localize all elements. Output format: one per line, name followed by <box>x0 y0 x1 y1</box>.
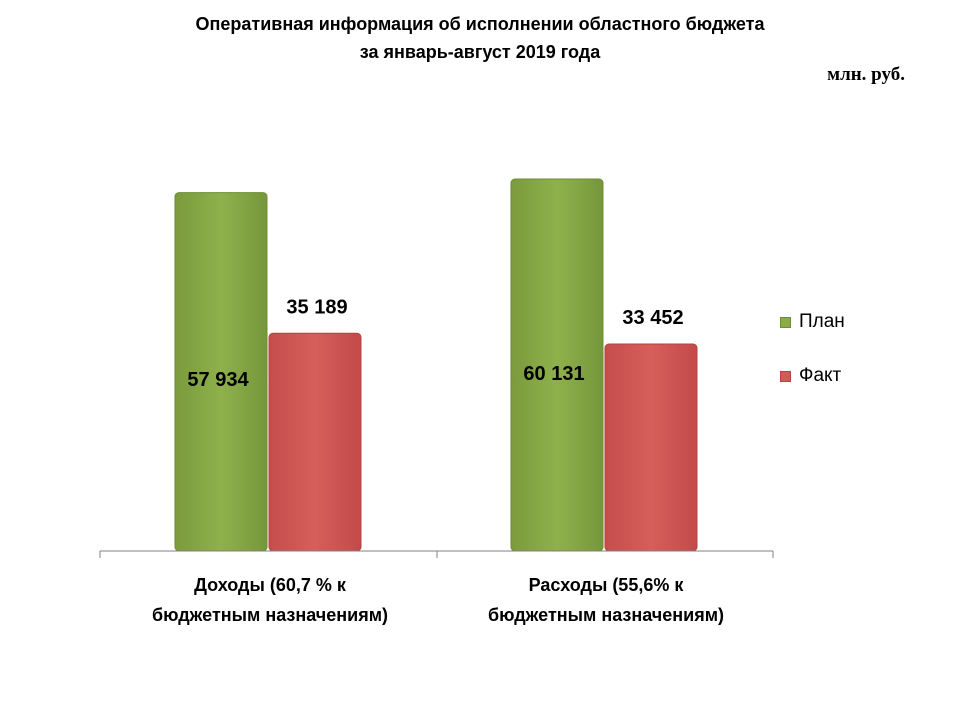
bar-fact-2 <box>604 343 698 552</box>
data-label-fact-1: 35 189 <box>286 296 347 318</box>
x-axis <box>99 550 774 558</box>
legend-item-fact: Факт <box>780 362 845 390</box>
bars-group <box>174 178 698 552</box>
data-labels-group: 57 934 35 189 60 131 33 452 <box>187 296 683 391</box>
legend-label-plan: План <box>799 311 845 332</box>
unit-label: млн. руб. <box>827 64 905 85</box>
data-label-plan-2: 60 131 <box>523 363 584 385</box>
chart-title-line-1: Оперативная информация об исполнении обл… <box>195 14 765 34</box>
category-label-income-line-1: Доходы (60,7 % к <box>194 575 346 595</box>
chart-title-line-2: за январь-август 2019 года <box>359 42 601 62</box>
legend: План Факт <box>780 308 845 416</box>
legend-item-plan: План <box>780 308 845 336</box>
chart-title: Оперативная информация об исполнении обл… <box>0 10 960 66</box>
legend-label-fact: Факт <box>799 365 842 386</box>
legend-swatch-plan <box>780 316 791 328</box>
category-label-income-line-2: бюджетным назначениям) <box>151 605 389 625</box>
data-label-plan-1: 57 934 <box>187 369 249 391</box>
category-label-expenses: Расходы (55,6% к бюджетным назначениям) <box>446 570 766 630</box>
legend-swatch-fact <box>780 370 791 382</box>
bar-fact-1 <box>268 332 362 552</box>
data-label-fact-2: 33 452 <box>622 307 683 329</box>
category-label-income: Доходы (60,7 % к бюджетным назначениям) <box>110 570 430 630</box>
category-label-expenses-line-1: Расходы (55,6% к <box>528 575 684 595</box>
category-label-expenses-line-2: бюджетным назначениям) <box>487 605 725 625</box>
